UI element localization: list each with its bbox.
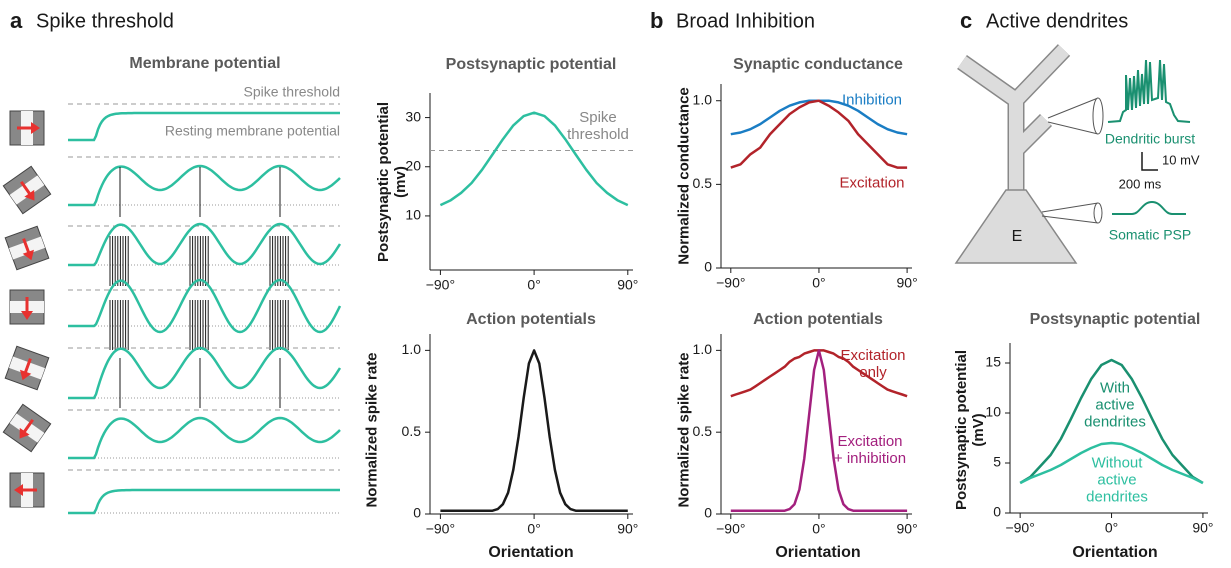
series-label: Without active dendrites — [1086, 454, 1148, 506]
x-tick-label: −90° — [1005, 520, 1034, 536]
y-tick-label: 0 — [704, 505, 712, 521]
series-line — [730, 99, 908, 169]
y-tick-label: 1.0 — [693, 91, 713, 107]
arrow-head — [31, 122, 40, 134]
arrow-head — [21, 311, 33, 320]
y-tick-label: 0 — [704, 259, 712, 275]
y-tick-label: 10 — [985, 404, 1001, 420]
y-axis-label: Normalized spike rate — [363, 352, 381, 508]
series-line — [1019, 358, 1204, 485]
x-tick-label: 90° — [1192, 520, 1213, 536]
chart-title: Action potentials — [753, 311, 883, 328]
membrane-trace — [68, 222, 342, 267]
section-title: Membrane potential — [129, 55, 280, 72]
panel-title: Broad Inhibition — [676, 10, 815, 32]
rest-label: Resting membrane potential — [165, 123, 340, 139]
scale-voltage: 10 mV — [1162, 152, 1200, 167]
chart-title: Postsynaptic potential — [446, 56, 617, 73]
panel-title: Spike threshold — [36, 10, 174, 32]
y-tick-label: 20 — [405, 157, 421, 173]
neuron-diagram — [954, 44, 1191, 264]
x-tick-label: 90° — [617, 277, 638, 293]
x-tick-label: 90° — [897, 521, 918, 537]
x-tick-label: 0° — [527, 277, 540, 293]
series-label: Inhibition — [841, 91, 903, 109]
chart-title: Postsynaptic potential — [1030, 311, 1201, 328]
arrow-head — [22, 249, 35, 261]
stimulus-icon — [9, 472, 45, 508]
x-tick-label: 0° — [527, 521, 540, 537]
y-tick-label: 0.5 — [402, 423, 422, 439]
series-label: Excitation — [839, 174, 905, 192]
x-axis-label: Orientation — [488, 544, 573, 561]
x-axis-label: Orientation — [775, 544, 860, 561]
stimulus-icon — [2, 165, 52, 215]
x-tick-label: 0° — [812, 521, 825, 537]
arrow-shaft — [22, 418, 34, 434]
x-tick-label: −90° — [426, 521, 455, 537]
y-axis-label: Postsynaptic potential (mV) — [953, 349, 987, 511]
membrane-trace — [68, 278, 342, 334]
panel-label: c — [960, 8, 972, 33]
y-tick-label: 15 — [985, 354, 1001, 370]
y-tick-label: 5 — [993, 454, 1001, 470]
threshold-label: Spike threshold — [243, 84, 340, 100]
membrane-trace — [68, 488, 340, 515]
stimulus-icon — [9, 110, 45, 146]
series-label: Excitation + inhibition — [833, 433, 907, 467]
panel-label: b — [650, 8, 663, 33]
y-axis-label: Normalized conductance — [675, 87, 693, 265]
stimulus-icon — [4, 345, 50, 391]
membrane-trace — [68, 111, 340, 142]
series-line — [440, 349, 628, 512]
x-tick-label: −90° — [716, 521, 745, 537]
series-label: Excitation only — [840, 347, 906, 381]
arrow-head — [14, 484, 23, 496]
stimulus-icon — [4, 225, 50, 271]
y-tick-label: 0.5 — [693, 423, 713, 439]
x-tick-label: 0° — [812, 275, 825, 291]
psp-label: Somatic PSP — [1109, 227, 1191, 243]
series-label: With active dendrites — [1084, 379, 1146, 431]
arrow-head — [19, 427, 30, 439]
annotation: Spike threshold — [567, 109, 629, 143]
series-line — [439, 111, 629, 207]
x-tick-label: 90° — [897, 275, 918, 291]
arrow-head — [19, 369, 32, 381]
y-tick-label: 1.0 — [402, 341, 422, 357]
membrane-trace — [68, 416, 341, 460]
y-tick-label: 10 — [405, 207, 421, 223]
series-line — [730, 349, 908, 512]
y-axis-label: Postsynaptic potential (mv) — [375, 101, 409, 263]
x-axis-label: Orientation — [1072, 544, 1157, 561]
y-tick-label: 30 — [405, 108, 421, 124]
y-tick-label: 0.5 — [693, 175, 713, 191]
membrane-trace — [68, 346, 342, 400]
burst-label: Dendritic burst — [1105, 131, 1195, 147]
y-tick-label: 1.0 — [693, 341, 713, 357]
stimulus-icon — [9, 289, 45, 325]
x-tick-label: −90° — [426, 277, 455, 293]
arrow-shaft — [22, 238, 31, 255]
chart-title: Synaptic conductance — [733, 56, 903, 73]
y-tick-label: 0 — [413, 505, 421, 521]
y-axis-label: Normalized spike rate — [675, 352, 693, 508]
x-tick-label: 90° — [617, 521, 638, 537]
stimulus-icon — [2, 403, 52, 453]
y-tick-label: 0 — [993, 504, 1001, 520]
arrow-shaft — [23, 358, 32, 375]
arrow-head — [24, 189, 35, 201]
x-tick-label: 0° — [1105, 520, 1118, 536]
arrow-shaft — [20, 180, 32, 196]
panel-title: Active dendrites — [986, 10, 1128, 32]
scale-time: 200 ms — [1119, 176, 1162, 191]
series-line — [1019, 441, 1204, 485]
soma-label: E — [1012, 228, 1023, 245]
membrane-trace — [68, 164, 341, 207]
x-tick-label: −90° — [716, 275, 745, 291]
chart-title: Action potentials — [466, 311, 596, 328]
panel-label: a — [10, 8, 23, 33]
